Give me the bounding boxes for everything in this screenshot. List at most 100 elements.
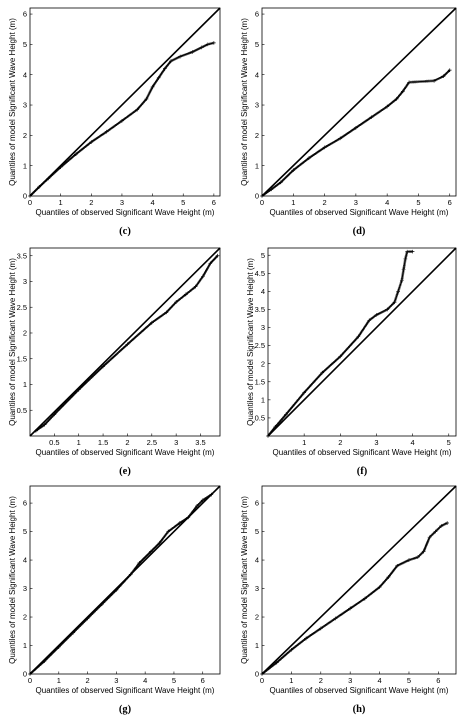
y-tick-label: 0: [23, 192, 27, 201]
qq-point: [104, 129, 109, 134]
axes-frame: [261, 7, 457, 197]
qq-point: [177, 521, 182, 525]
qq-point: [274, 660, 279, 665]
x-tick-label: 5: [172, 676, 176, 685]
qq-point: [42, 422, 47, 427]
reference-line: [261, 485, 457, 675]
qq-point: [407, 80, 411, 85]
x-tick-label: 2: [319, 676, 323, 685]
x-tick-label: 1: [77, 438, 81, 447]
y-axis-label: Quantiles of model Significant Wave Heig…: [246, 258, 255, 426]
qq-point: [201, 274, 205, 279]
qq-point: [441, 74, 446, 79]
qq-point: [125, 342, 130, 347]
qq-point: [149, 549, 153, 554]
qq-point: [209, 492, 214, 497]
qq-point: [320, 370, 325, 375]
qq-point: [100, 602, 104, 607]
panel-label: (c): [119, 226, 131, 237]
axes-frame: [29, 247, 221, 437]
y-tick-label: 2: [23, 131, 27, 140]
qq-point: [318, 626, 323, 631]
qq-point: [363, 596, 367, 601]
qq-point: [215, 253, 220, 258]
y-tick-label: 5: [23, 40, 27, 49]
qq-point: [101, 364, 105, 369]
qq-point: [157, 541, 162, 545]
qq-point: [56, 645, 61, 649]
y-axis-label: Quantiles of model Significant Wave Heig…: [8, 258, 17, 426]
qq-point: [76, 387, 81, 392]
y-tick-label: 6: [23, 499, 27, 508]
x-tick-label: 6: [212, 198, 216, 207]
y-tick-label: 0: [255, 670, 259, 679]
x-tick-label: 4: [143, 676, 147, 685]
y-tick-label: 6: [255, 499, 259, 508]
x-tick-label: 3: [174, 438, 178, 447]
x-tick-label: 1: [289, 676, 293, 685]
qq-point: [42, 659, 47, 663]
y-tick-label: 2: [23, 613, 27, 622]
y-axis-label: Quantiles of model Significant Wave Heig…: [240, 18, 249, 186]
axes-frame: [29, 7, 221, 197]
y-tick-label: 2.5: [255, 341, 265, 350]
reference-line: [29, 247, 221, 437]
qq-point: [46, 176, 51, 181]
x-axis-label: Quantiles of observed Significant Wave H…: [270, 208, 449, 217]
qq-point: [410, 249, 415, 254]
qq-point: [149, 320, 154, 325]
y-tick-label: 6: [255, 10, 259, 19]
x-tick-label: 4: [411, 438, 415, 447]
x-tick-label: 5: [407, 676, 411, 685]
y-tick-label: 3.5: [255, 305, 265, 314]
x-tick-label: 2.5: [147, 438, 157, 447]
y-tick-label: 3: [23, 101, 27, 110]
qq-point: [52, 412, 57, 417]
qq-point: [338, 354, 343, 359]
x-axis-label: Quantiles of observed Significant Wave H…: [36, 448, 215, 457]
qq-point: [260, 672, 264, 676]
qq-point: [120, 119, 124, 123]
x-tick-label: 1: [57, 676, 61, 685]
qq-point: [212, 41, 216, 45]
y-tick-label: 3: [255, 101, 259, 110]
qq-point: [322, 145, 327, 150]
y-tick-label: 4: [261, 287, 265, 296]
qq-point: [354, 125, 358, 130]
reference-line: [267, 247, 457, 437]
qq-point: [193, 284, 198, 289]
y-tick-label: 4: [255, 70, 259, 79]
qq-point: [37, 185, 41, 189]
y-tick-label: 2: [255, 131, 259, 140]
x-tick-label: 2: [322, 198, 326, 207]
qq-panel-e: 0.5 1 1.5 2 2.5 3 3.50.511.522.533.5Quantiles …: [8, 247, 221, 477]
reference-line: [261, 7, 457, 197]
qq-point: [439, 524, 444, 528]
qq-point: [432, 78, 436, 83]
y-tick-label: 2: [255, 613, 259, 622]
y-tick-label: 1: [23, 380, 27, 389]
y-tick-label: 3: [23, 584, 27, 593]
qq-point: [291, 168, 296, 173]
axes-frame: [29, 485, 221, 675]
qq-point: [58, 165, 63, 169]
y-tick-label: 1: [261, 395, 265, 404]
qq-point: [34, 429, 38, 433]
qq-point: [302, 390, 306, 395]
y-tick-label: 3: [255, 584, 259, 593]
y-tick-label: 1: [23, 161, 27, 170]
y-tick-label: 3: [23, 277, 27, 286]
qq-point: [399, 278, 404, 283]
y-tick-label: 5: [255, 40, 259, 49]
x-tick-label: 2: [85, 676, 89, 685]
qq-point: [128, 572, 133, 577]
qq-point: [89, 140, 94, 144]
qq-point: [385, 307, 390, 312]
x-tick-label: 1: [291, 198, 295, 207]
x-tick-label: 4: [385, 198, 389, 207]
